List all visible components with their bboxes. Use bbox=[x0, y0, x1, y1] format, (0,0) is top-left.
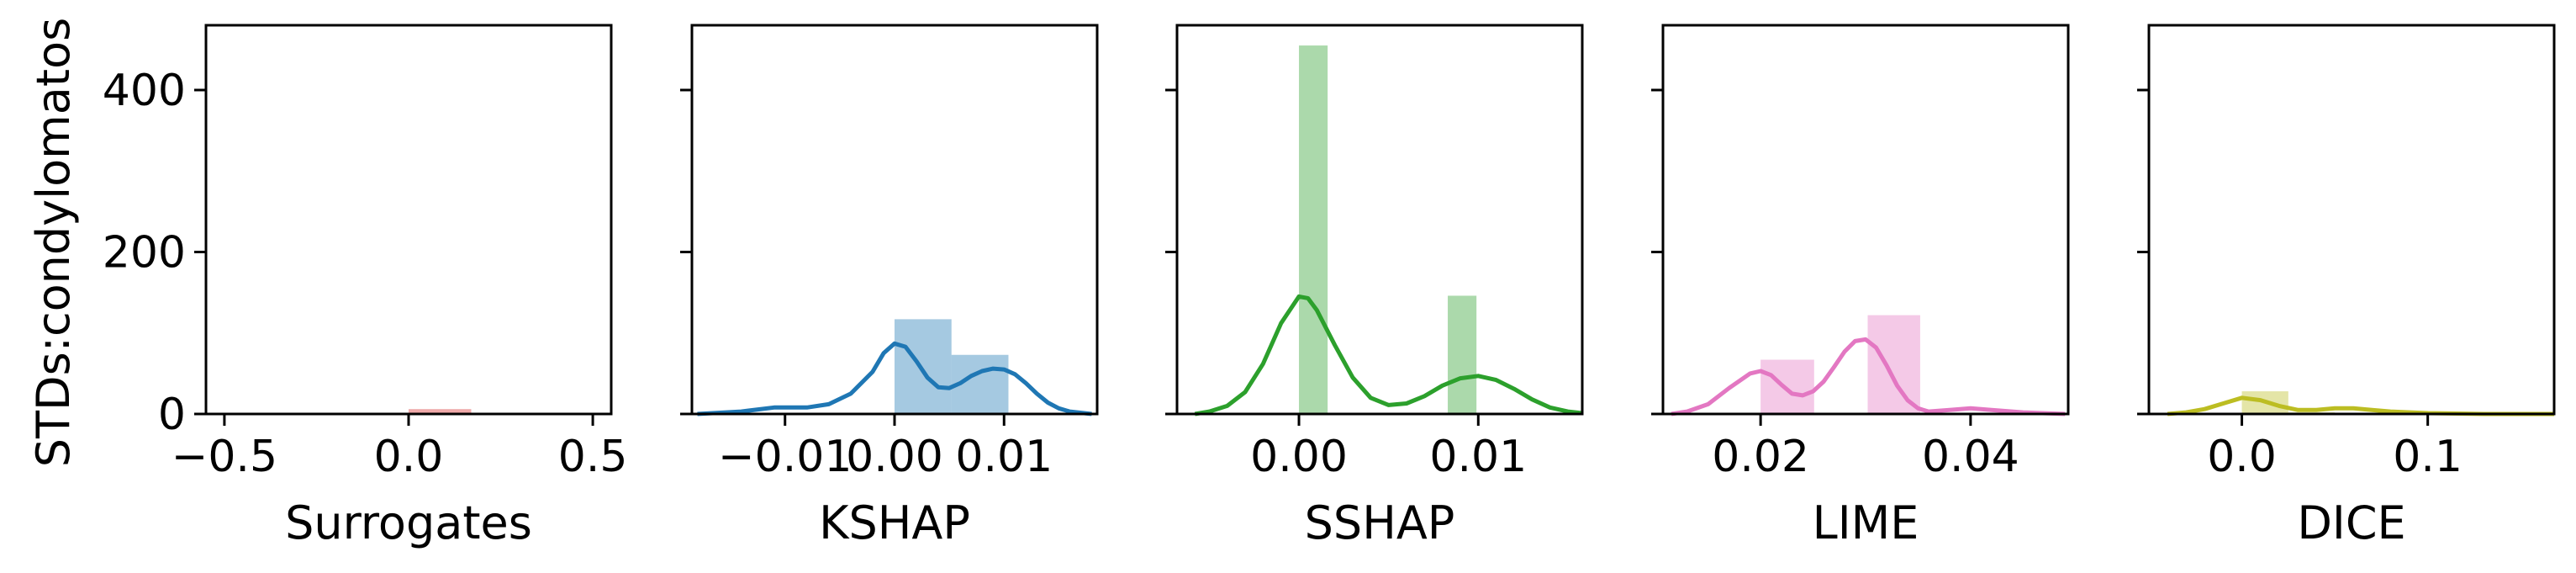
sshap-bar-1 bbox=[1448, 295, 1477, 414]
lime-bar-1 bbox=[1867, 315, 1920, 414]
sshap-xtick-label-1: 0.01 bbox=[1429, 432, 1527, 482]
lime-axes-frame bbox=[1661, 24, 2070, 416]
panel-surrogates: 0 200 400 −0.5 0.0 0.5 Surrogates bbox=[103, 24, 628, 549]
dice-xtick-label-0: 0.0 bbox=[2207, 432, 2277, 482]
sshap-axes-frame bbox=[1175, 24, 1584, 416]
dice-xtick-label-1: 0.1 bbox=[2393, 432, 2463, 482]
panel-kshap: −0.010.00 0.01 KSHAP bbox=[680, 24, 1099, 549]
surrogates-xtick-label-1: 0.0 bbox=[374, 432, 444, 482]
dice-axes-frame bbox=[2147, 24, 2556, 416]
kshap-xtick-label-2: 0.01 bbox=[955, 432, 1053, 482]
surrogates-xtick-label-2: 0.5 bbox=[558, 432, 628, 482]
sshap-bar-0 bbox=[1299, 45, 1328, 414]
panel-dice: 0.0 0.1 DICE bbox=[2137, 24, 2556, 549]
kshap-kde-line bbox=[697, 341, 1092, 416]
surrogates-x-axis-label: Surrogates bbox=[285, 496, 532, 549]
lime-kde-line bbox=[1671, 337, 2066, 416]
sshap-xtick-label-0: 0.00 bbox=[1250, 432, 1348, 482]
y-axis-label: STDs:condylomatos bbox=[27, 18, 80, 467]
sshap-x-axis-label: SSHAP bbox=[1305, 496, 1455, 549]
lime-bar-0 bbox=[1760, 359, 1814, 414]
kshap-xtick-label-1: 0.00 bbox=[846, 432, 943, 482]
y-tick-label-2: 400 bbox=[103, 66, 186, 116]
surrogates-axes-frame bbox=[204, 24, 613, 416]
surrogates-bar-0 bbox=[409, 409, 472, 414]
panel-sshap: 0.00 0.01 SSHAP bbox=[1165, 24, 1584, 549]
surrogates-xtick-label-0: −0.5 bbox=[172, 432, 277, 482]
lime-x-axis-label: LIME bbox=[1813, 496, 1919, 549]
kshap-bar-0 bbox=[895, 319, 952, 414]
lime-xtick-label-0: 0.02 bbox=[1712, 432, 1809, 482]
kshap-x-axis-label: KSHAP bbox=[819, 496, 970, 549]
sshap-kde-line bbox=[1194, 294, 1583, 416]
lime-xtick-label-1: 0.04 bbox=[1922, 432, 2019, 482]
dice-x-axis-label: DICE bbox=[2297, 496, 2405, 549]
kshap-xtick-label-0: −0.01 bbox=[718, 432, 852, 482]
y-tick-label-1: 200 bbox=[103, 228, 186, 279]
dice-kde-line bbox=[2167, 395, 2554, 416]
y-tick-label-0: 0 bbox=[158, 390, 186, 440]
